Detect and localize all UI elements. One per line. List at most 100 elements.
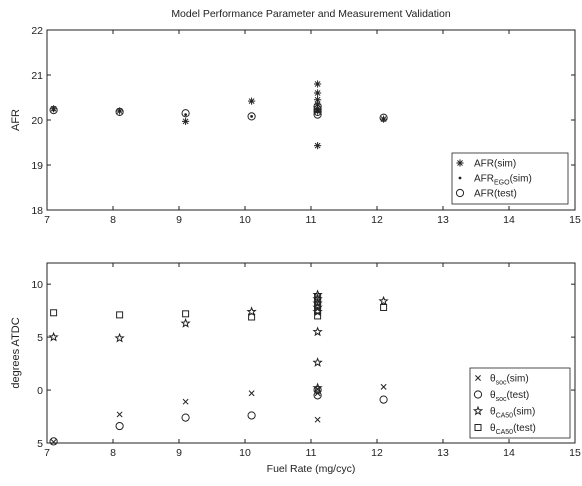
afr-legend-box — [451, 152, 569, 205]
x-tick-label: 10 — [239, 214, 251, 226]
legend-marker-circle — [473, 390, 483, 399]
data-point-circle — [379, 113, 388, 122]
x-tick-label: 8 — [110, 214, 116, 226]
legend-marker-dot — [458, 176, 462, 180]
data-point-asterisk — [314, 142, 322, 150]
data-point-circle — [49, 437, 58, 446]
data-point-x — [314, 416, 321, 423]
data-point-circle — [313, 385, 322, 395]
legend-label: AFR(test) — [474, 189, 517, 200]
legend-label: θCA50(sim) — [490, 407, 535, 420]
data-point-dot — [52, 108, 55, 112]
data-point-star — [312, 382, 323, 393]
data-point-star — [246, 306, 257, 317]
x-tick-label: 10 — [239, 447, 251, 459]
x-tick-label: 12 — [371, 214, 383, 226]
x-tick-label: 15 — [569, 214, 581, 226]
data-point-circle — [313, 105, 322, 114]
data-point-asterisk — [314, 96, 322, 104]
data-point-star — [312, 326, 323, 337]
data-point-x — [116, 411, 123, 418]
data-point-circle — [49, 106, 58, 115]
y-tick-label: 18 — [31, 205, 43, 217]
data-point-dot — [184, 113, 188, 116]
x-tick-label: 13 — [437, 214, 449, 226]
y-tick-label: 21 — [31, 70, 43, 82]
data-point-circle — [379, 395, 388, 404]
data-point-dot — [118, 109, 121, 113]
afr-axis-ticks: 7 8 9 10 11 12 13 14 15 18 19 20 21 22 — [31, 25, 581, 226]
y-tick-label: 19 — [31, 160, 43, 172]
data-point-circle — [313, 391, 322, 400]
data-point-star — [114, 332, 125, 343]
data-point-circle — [313, 110, 322, 119]
data-point-star — [180, 317, 191, 328]
data-point-dot — [382, 117, 385, 121]
angle-ylabel: degrees ATDC — [10, 317, 22, 388]
x-tick-label: 9 — [176, 214, 182, 226]
x-tick-label: 8 — [110, 447, 116, 459]
data-point-asterisk — [182, 117, 190, 125]
angle-legend: θsoc(sim) θsoc(test) θCA50(sim) θCA50(test) — [469, 367, 571, 439]
data-point-asterisk — [248, 97, 256, 105]
data-point-x — [50, 438, 57, 445]
legend-label: AFR(sim) — [474, 159, 516, 170]
data-point-star — [48, 331, 59, 342]
x-tick-label: 9 — [176, 447, 182, 459]
data-point-circle — [115, 107, 124, 117]
legend-marker-asterisk — [456, 159, 464, 167]
chart-title: Model Performance Parameter and Measurem… — [171, 8, 451, 20]
data-point-square — [314, 297, 322, 305]
data-point-circle — [247, 112, 256, 121]
y-tick-label: 5 — [37, 438, 43, 450]
afr-data-points — [49, 80, 388, 150]
y-tick-label: 20 — [31, 115, 43, 127]
data-point-circle — [313, 107, 322, 117]
x-tick-label: 11 — [306, 214, 317, 226]
data-point-dot — [250, 115, 254, 118]
data-point-x — [248, 390, 255, 397]
y-tick-label: 0 — [37, 385, 43, 397]
legend-marker-x — [475, 375, 481, 381]
x-tick-label: 7 — [44, 214, 50, 226]
x-tick-label: 15 — [569, 447, 581, 459]
data-point-circle — [181, 109, 190, 118]
x-tick-label: 12 — [371, 447, 383, 459]
data-point-square — [116, 311, 124, 319]
legend-marker-square — [474, 424, 482, 431]
y-tick-label: 10 — [31, 279, 43, 291]
x-tick-label: 14 — [503, 214, 515, 226]
angle-legend-box — [469, 367, 571, 439]
angle-data-points — [48, 289, 389, 446]
data-point-square — [50, 309, 58, 317]
data-point-circle — [313, 102, 322, 111]
data-point-square — [314, 301, 322, 309]
data-point-square — [314, 307, 322, 315]
angle-panel: degrees ATDC Fuel Rate (mg/cyc) 7 8 9 10 11 1… — [10, 262, 581, 475]
legend-marker-star — [472, 405, 484, 416]
data-point-circle — [181, 413, 190, 422]
afr-ylabel: AFR — [10, 109, 22, 131]
legend-label: θCA50(test) — [490, 423, 536, 436]
data-point-circle — [115, 421, 124, 431]
y-tick-label: 5 — [37, 332, 43, 344]
data-point-asterisk — [314, 80, 322, 88]
y-tick-label: 22 — [31, 25, 43, 37]
angle-axis-ticks: 7 8 9 10 11 12 13 14 15 5 0 5 10 — [31, 263, 581, 459]
legend-label: AFREGO(sim) — [474, 174, 532, 187]
x-tick-label: 11 — [306, 447, 317, 459]
data-point-square — [380, 303, 388, 311]
x-tick-label: 7 — [44, 447, 50, 459]
angle-xlabel: Fuel Rate (mg/cyc) — [267, 463, 356, 475]
data-point-star — [312, 357, 323, 367]
data-point-x — [380, 383, 387, 390]
data-point-circle — [247, 411, 256, 420]
data-point-square — [248, 313, 256, 321]
data-point-x — [182, 398, 189, 405]
data-point-star — [378, 295, 389, 306]
data-point-square — [182, 310, 190, 318]
afr-legend: AFR(sim) AFREGO(sim) AFR(test) — [451, 152, 569, 205]
